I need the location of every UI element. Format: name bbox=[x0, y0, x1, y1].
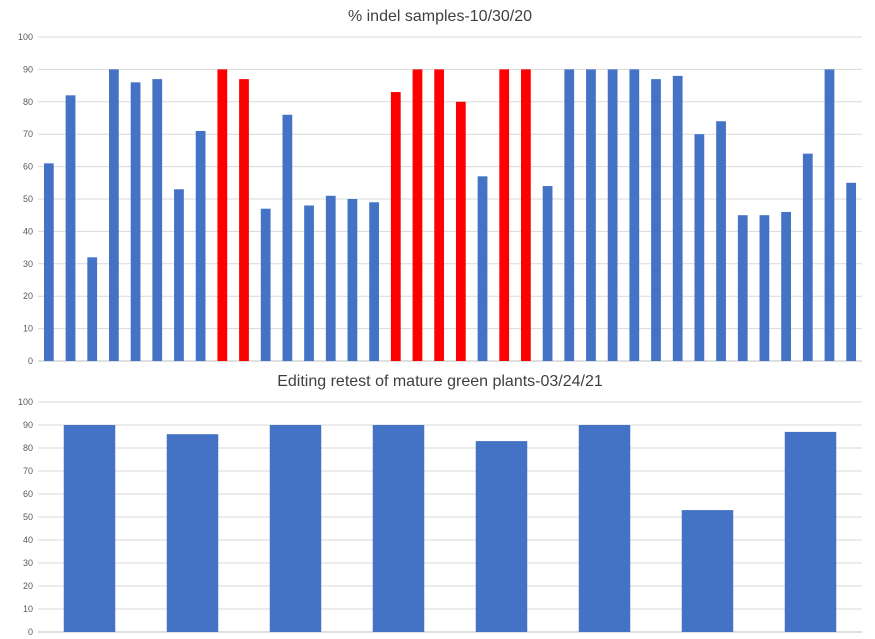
bar bbox=[586, 69, 596, 362]
bar-highlighted bbox=[412, 69, 423, 362]
bar bbox=[475, 441, 528, 632]
editing-retest-chart: Editing retest of mature green plants-03… bbox=[18, 373, 862, 637]
bar-highlighted bbox=[434, 69, 445, 362]
bar-highlighted bbox=[239, 79, 249, 362]
bar-highlighted bbox=[217, 69, 228, 362]
bar-highlighted bbox=[499, 69, 510, 362]
bar bbox=[130, 82, 141, 362]
y-tick-label: 0 bbox=[28, 627, 33, 637]
y-tick-label: 10 bbox=[23, 604, 33, 614]
bar bbox=[629, 69, 640, 362]
chart-title: % indel samples-10/30/20 bbox=[348, 8, 532, 25]
bar bbox=[824, 69, 835, 362]
bar bbox=[716, 121, 726, 362]
y-tick-label: 30 bbox=[23, 259, 33, 269]
y-tick-label: 90 bbox=[23, 420, 33, 430]
bar bbox=[63, 425, 116, 632]
bar bbox=[477, 176, 488, 361]
y-tick-label: 0 bbox=[28, 356, 33, 366]
y-tick-label: 20 bbox=[23, 581, 33, 591]
y-tick-label: 100 bbox=[18, 32, 33, 42]
y-tick-label: 10 bbox=[23, 324, 33, 334]
chart-title: Editing retest of mature green plants-03… bbox=[277, 373, 603, 390]
bar bbox=[325, 195, 336, 361]
y-tick-label: 80 bbox=[23, 97, 33, 107]
y-tick-label: 90 bbox=[23, 64, 33, 74]
bar bbox=[737, 215, 748, 361]
bar-highlighted bbox=[390, 92, 401, 361]
bar bbox=[304, 205, 314, 361]
y-tick-label: 30 bbox=[23, 558, 33, 568]
bar bbox=[347, 199, 358, 361]
bar bbox=[802, 153, 813, 361]
bar bbox=[372, 425, 425, 632]
bar bbox=[269, 425, 322, 632]
bar bbox=[260, 208, 271, 361]
bar bbox=[174, 189, 184, 361]
bar-highlighted bbox=[521, 69, 531, 362]
y-tick-label: 40 bbox=[23, 535, 33, 545]
y-tick-label: 70 bbox=[23, 466, 33, 476]
bar bbox=[109, 69, 119, 362]
bar bbox=[87, 257, 98, 361]
y-tick-label: 60 bbox=[23, 162, 33, 172]
y-tick-label: 50 bbox=[23, 194, 33, 204]
y-tick-label: 60 bbox=[23, 489, 33, 499]
bar bbox=[166, 434, 219, 632]
bar bbox=[282, 114, 293, 361]
bar bbox=[651, 79, 661, 362]
bar bbox=[195, 130, 206, 361]
y-tick-label: 40 bbox=[23, 226, 33, 236]
bar bbox=[846, 182, 857, 361]
bar bbox=[542, 186, 553, 361]
bar bbox=[781, 211, 791, 361]
bar bbox=[681, 510, 734, 632]
bar bbox=[564, 69, 575, 362]
bar-highlighted bbox=[455, 101, 466, 362]
bar bbox=[578, 425, 631, 632]
y-tick-label: 80 bbox=[23, 443, 33, 453]
indel-samples-chart: % indel samples-10/30/20 0 10 20 30 40 50 60 70… bbox=[18, 8, 862, 366]
bar bbox=[694, 134, 705, 361]
bar bbox=[369, 202, 379, 361]
bar bbox=[672, 75, 683, 361]
bar bbox=[65, 95, 76, 361]
bar bbox=[607, 69, 618, 362]
bar bbox=[759, 215, 770, 361]
bar bbox=[784, 431, 837, 632]
y-tick-label: 100 bbox=[18, 397, 33, 407]
bar bbox=[152, 79, 163, 362]
y-tick-label: 50 bbox=[23, 512, 33, 522]
y-tick-label: 20 bbox=[23, 291, 33, 301]
bar bbox=[43, 163, 54, 361]
y-tick-label: 70 bbox=[23, 129, 33, 139]
